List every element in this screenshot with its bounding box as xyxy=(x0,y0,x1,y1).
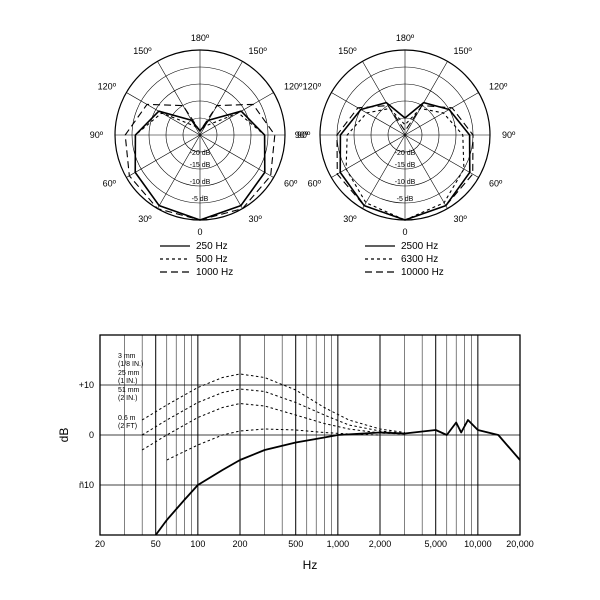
polar-angle-label: 60º xyxy=(308,179,322,189)
freq-x-tick-label: 50 xyxy=(151,539,161,549)
freq-y-tick-label: +10 xyxy=(79,380,94,390)
polar-angle-label: 120º xyxy=(98,82,117,92)
polar-db-label: -10 dB xyxy=(395,179,416,186)
legend-label: 6300 Hz xyxy=(401,254,438,265)
polar-angle-label: 60º xyxy=(103,179,117,189)
proximity-label: 3 mm xyxy=(118,353,136,360)
polar-spoke xyxy=(405,135,479,178)
legend-label: 2500 Hz xyxy=(401,241,438,252)
polar-angle-label: 150º xyxy=(454,46,473,56)
freq-proximity-curve xyxy=(142,374,405,433)
polar-angle-label: 0 xyxy=(197,227,202,237)
polar-spoke xyxy=(126,93,200,136)
proximity-sublabel: (2 IN.) xyxy=(118,395,137,402)
polar-spoke xyxy=(405,61,448,135)
freq-proximity-curve xyxy=(167,429,380,460)
freq-proximity-curve xyxy=(142,389,405,435)
polar-angle-label: 30º xyxy=(138,214,152,224)
polar-angle-label: 30º xyxy=(249,214,263,224)
polar-angle-label: 90º xyxy=(502,130,516,140)
polar-db-label: -15 dB xyxy=(190,162,211,169)
polar-db-label: -15 dB xyxy=(395,162,416,169)
polar-db-label: -10 dB xyxy=(190,179,211,186)
freq-x-tick-label: 500 xyxy=(288,539,303,549)
freq-x-tick-label: 20 xyxy=(95,539,105,549)
proximity-label: 25 mm xyxy=(118,370,140,377)
polar-angle-label: 120º xyxy=(284,82,303,92)
proximity-sublabel: (2 FT) xyxy=(118,423,137,430)
polar-angle-label: 30º xyxy=(343,214,357,224)
polar-angle-label: 150º xyxy=(338,46,357,56)
polar-angle-label: 120º xyxy=(303,82,322,92)
polar-angle-label: 0 xyxy=(402,227,407,237)
polar-angle-label: 90º xyxy=(295,130,309,140)
polar-angle-label: 180º xyxy=(396,33,415,43)
polar-db-label: -20 dB xyxy=(395,150,416,157)
polar-angle-label: 180º xyxy=(191,33,210,43)
freq-x-tick-label: 1,000 xyxy=(327,539,350,549)
polar-angle-label: 60º xyxy=(489,179,503,189)
polar-angle-label: 60º xyxy=(284,179,298,189)
proximity-sublabel: (1/8 IN.) xyxy=(118,361,143,368)
freq-x-tick-label: 100 xyxy=(190,539,205,549)
proximity-sublabel: (1 IN.) xyxy=(118,378,137,385)
freq-y-tick-label: 0 xyxy=(89,430,94,440)
freq-x-tick-label: 20,000 xyxy=(506,539,534,549)
polar-db-label: -20 dB xyxy=(190,150,211,157)
freq-proximity-curve xyxy=(142,404,405,451)
polar-angle-label: 150º xyxy=(249,46,268,56)
polar-spoke xyxy=(363,61,406,135)
polar-db-label: -5 dB xyxy=(192,196,209,203)
freq-x-tick-label: 200 xyxy=(232,539,247,549)
proximity-label: 0.6 m xyxy=(118,415,136,422)
freq-y-axis-label: dB xyxy=(57,428,71,443)
legend-label: 1000 Hz xyxy=(196,267,233,278)
polar-angle-label: 30º xyxy=(454,214,468,224)
freq-x-tick-label: 10,000 xyxy=(464,539,492,549)
legend-label: 10000 Hz xyxy=(401,267,444,278)
freq-x-axis-label: Hz xyxy=(303,558,318,572)
polar-spoke xyxy=(200,135,274,178)
legend-label: 250 Hz xyxy=(196,241,228,252)
proximity-label: 51 mm xyxy=(118,387,140,394)
freq-x-tick-label: 5,000 xyxy=(424,539,447,549)
polar-angle-label: 150º xyxy=(133,46,152,56)
legend-label: 500 Hz xyxy=(196,254,228,265)
freq-x-tick-label: 2,000 xyxy=(369,539,392,549)
polar-angle-label: 120º xyxy=(489,82,508,92)
freq-y-tick-label: ñ10 xyxy=(79,480,94,490)
polar-db-label: -5 dB xyxy=(397,196,414,203)
polar-angle-label: 90º xyxy=(90,130,104,140)
